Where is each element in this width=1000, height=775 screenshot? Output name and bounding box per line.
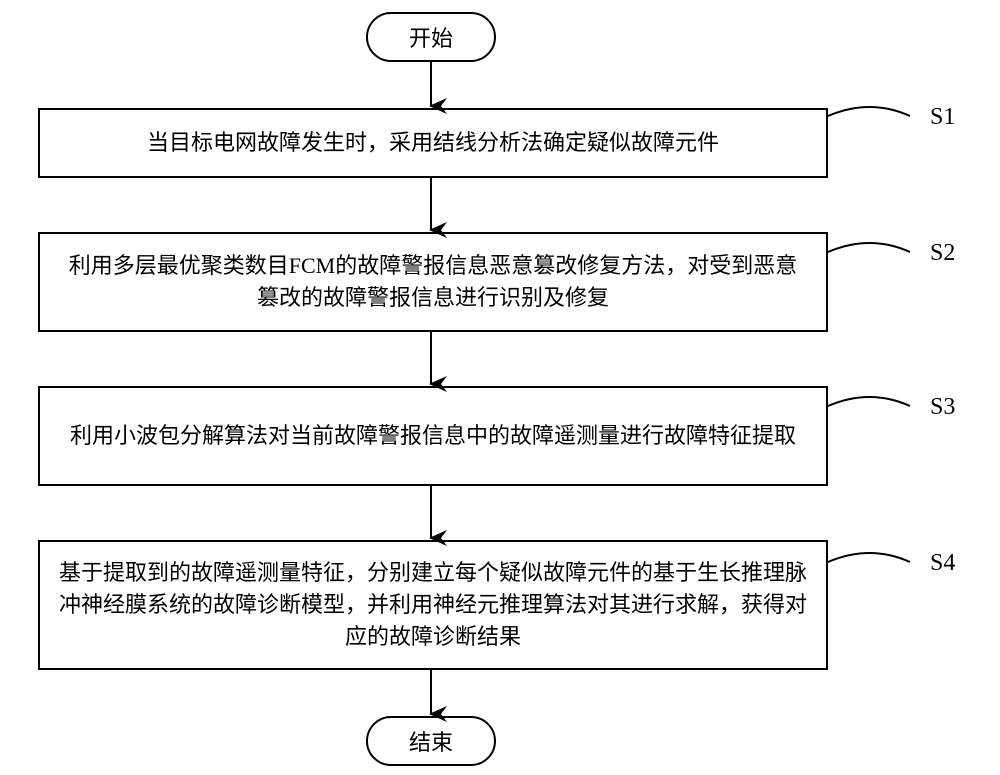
step-label-s4: S4 (930, 550, 955, 577)
step-label-s2-text: S2 (930, 240, 955, 266)
step-label-s3-text: S3 (930, 394, 955, 420)
leader-s4 (828, 553, 910, 562)
leader-s2 (828, 243, 910, 252)
step-label-s1: S1 (930, 104, 955, 131)
step-label-s1-text: S1 (930, 104, 955, 130)
flowchart-canvas: 开始 当目标电网故障发生时，采用结线分析法确定疑似故障元件 利用多层最优聚类数目… (0, 0, 1000, 775)
leader-s3 (828, 397, 910, 406)
step-label-s4-text: S4 (930, 550, 955, 576)
leader-s1 (828, 107, 910, 116)
step-label-s2: S2 (930, 240, 955, 267)
step-label-s3: S3 (930, 394, 955, 421)
arrow-start-s1 (0, 0, 1000, 775)
